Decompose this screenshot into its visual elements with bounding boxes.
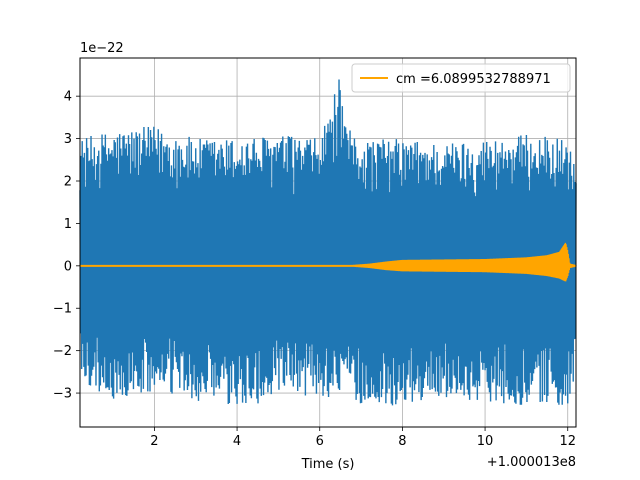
legend-box (351, 63, 571, 93)
y-scale-label: 1e−22 (80, 41, 124, 56)
y-axis: −3 −2 −1 0 1 2 3 4 (53, 90, 80, 402)
y-tick-label: 2 (64, 175, 72, 190)
y-tick-label: −2 (53, 344, 72, 359)
y-tick-label: 0 (64, 259, 72, 274)
x-tick-label: 4 (233, 434, 241, 449)
x-axis: 2 4 6 8 10 12 (150, 427, 576, 449)
y-tick-label: 1 (64, 217, 72, 232)
y-tick-label: −3 (53, 387, 72, 402)
y-tick-label: 4 (64, 90, 72, 105)
x-offset-label: +1.000013e8 (487, 455, 576, 470)
x-tick-label: 8 (398, 434, 406, 449)
legend: cm =6.0899532788971 (351, 63, 571, 93)
x-tick-label: 2 (150, 434, 158, 449)
x-tick-label: 6 (316, 434, 324, 449)
series-line (79, 79, 577, 406)
plot-frame (79, 57, 577, 428)
x-tick-label: 10 (477, 434, 494, 449)
series-line (79, 242, 577, 282)
y-tick-label: 3 (64, 132, 72, 147)
x-axis-label: Time (s) (301, 457, 355, 472)
series-layer (79, 79, 577, 406)
legend-label: cm =6.0899532788971 (396, 72, 551, 87)
x-tick-label: 12 (559, 434, 576, 449)
y-tick-label: −1 (53, 302, 72, 317)
